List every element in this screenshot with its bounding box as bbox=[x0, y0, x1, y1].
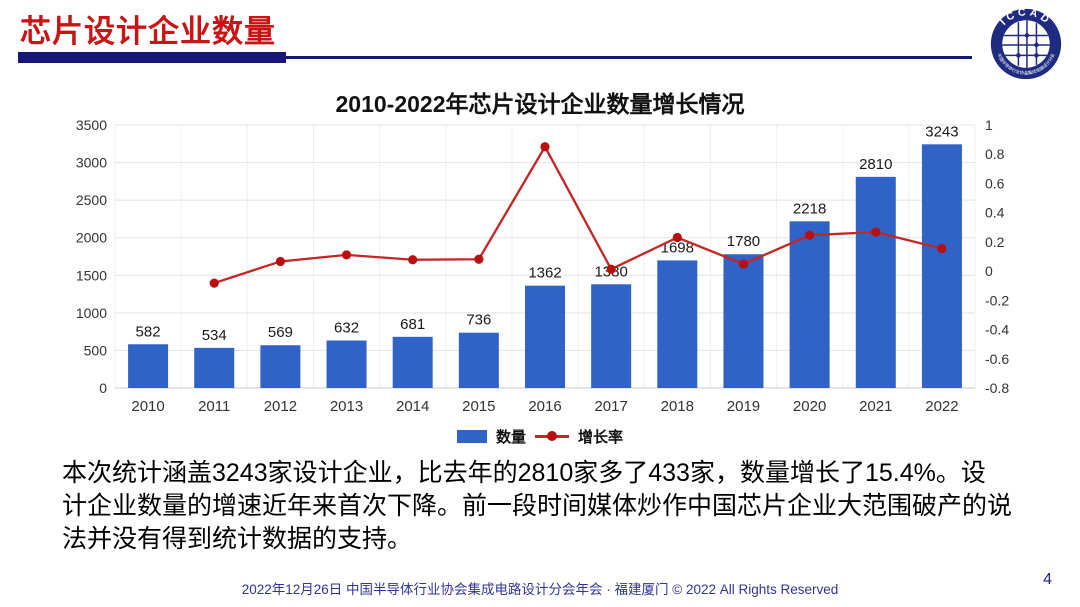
svg-text:0: 0 bbox=[99, 380, 107, 396]
legend-bar-label: 数量 bbox=[495, 429, 526, 446]
svg-text:-0.4: -0.4 bbox=[985, 322, 1009, 338]
summary-line-2: 计企业数量的增速近年来首次下降。前一段时间媒体炒作中国芯片企业大范围破产的说 bbox=[62, 492, 1013, 520]
svg-text:2810: 2810 bbox=[859, 156, 892, 173]
title-underline-bar bbox=[18, 52, 286, 63]
svg-text:2021: 2021 bbox=[859, 398, 892, 415]
svg-text:0.8: 0.8 bbox=[985, 146, 1005, 162]
svg-text:1500: 1500 bbox=[76, 267, 107, 283]
svg-text:3500: 3500 bbox=[76, 117, 107, 133]
svg-text:2000: 2000 bbox=[76, 230, 107, 246]
svg-text:-0.8: -0.8 bbox=[985, 380, 1009, 396]
svg-text:2014: 2014 bbox=[396, 398, 429, 415]
summary-line-3: 法并没有得到统计数据的支持。 bbox=[62, 525, 413, 553]
svg-text:500: 500 bbox=[84, 342, 108, 358]
svg-text:2020: 2020 bbox=[793, 398, 826, 415]
svg-text:2017: 2017 bbox=[594, 398, 627, 415]
svg-text:-0.2: -0.2 bbox=[985, 292, 1009, 308]
page-number: 4 bbox=[1043, 571, 1052, 588]
chart-title: 2010-2022年芯片设计企业数量增长情况 bbox=[335, 91, 745, 117]
svg-text:3243: 3243 bbox=[925, 123, 958, 140]
svg-text:1: 1 bbox=[985, 117, 993, 133]
svg-text:1000: 1000 bbox=[76, 305, 107, 321]
svg-text:2019: 2019 bbox=[727, 398, 760, 415]
svg-text:569: 569 bbox=[268, 324, 293, 341]
footer-copyright: 2022年12月26日 中国半导体行业协会集成电路设计分会年会 · 福建厦门 ©… bbox=[241, 582, 839, 597]
svg-text:3000: 3000 bbox=[76, 155, 107, 171]
legend-bar-swatch bbox=[456, 430, 487, 443]
legend-line-label: 增长率 bbox=[578, 429, 624, 446]
svg-text:736: 736 bbox=[466, 312, 491, 329]
svg-text:681: 681 bbox=[400, 316, 425, 333]
svg-text:0.4: 0.4 bbox=[985, 205, 1005, 221]
svg-text:534: 534 bbox=[202, 327, 227, 344]
svg-text:-0.6: -0.6 bbox=[985, 351, 1009, 367]
svg-text:2218: 2218 bbox=[793, 200, 826, 217]
bar-line-chart: 0 500 1000 1500 2000 2500 3000 3500 -0.8 -0.6 -0.4… bbox=[76, 117, 1009, 415]
svg-text:2011: 2011 bbox=[198, 398, 230, 415]
svg-text:1780: 1780 bbox=[727, 233, 760, 250]
svg-text:582: 582 bbox=[136, 323, 161, 340]
iccad-logo-icon: ICCAD 中国半导体行业协会集成电路设计分会 bbox=[990, 7, 1062, 80]
svg-text:0.6: 0.6 bbox=[985, 175, 1005, 191]
summary-line-1: 本次统计涵盖3243家设计企业，比去年的2810家多了433家，数量增长了15.… bbox=[62, 459, 986, 487]
page-title: 芯片设计企业数量 bbox=[20, 14, 276, 49]
summary-paragraph: 本次统计涵盖3243家设计企业，比去年的2810家多了433家，数量增长了15.… bbox=[62, 457, 1027, 556]
svg-text:2015: 2015 bbox=[462, 398, 495, 415]
legend-line-dot bbox=[547, 431, 557, 441]
svg-text:2016: 2016 bbox=[528, 398, 561, 415]
svg-text:632: 632 bbox=[334, 320, 359, 337]
svg-text:2012: 2012 bbox=[264, 398, 297, 415]
chart-legend: 数量 增长率 bbox=[0, 426, 1080, 447]
svg-text:0: 0 bbox=[985, 263, 993, 279]
svg-text:0.2: 0.2 bbox=[985, 234, 1005, 250]
svg-text:2018: 2018 bbox=[661, 398, 694, 415]
title-underline-rule bbox=[286, 56, 972, 59]
legend-line-marker bbox=[535, 430, 569, 443]
svg-text:2010: 2010 bbox=[131, 398, 164, 415]
svg-text:2500: 2500 bbox=[76, 192, 107, 208]
svg-text:2013: 2013 bbox=[330, 398, 363, 415]
svg-text:1362: 1362 bbox=[528, 265, 561, 282]
svg-text:1698: 1698 bbox=[661, 239, 694, 256]
svg-text:2022: 2022 bbox=[925, 398, 958, 415]
